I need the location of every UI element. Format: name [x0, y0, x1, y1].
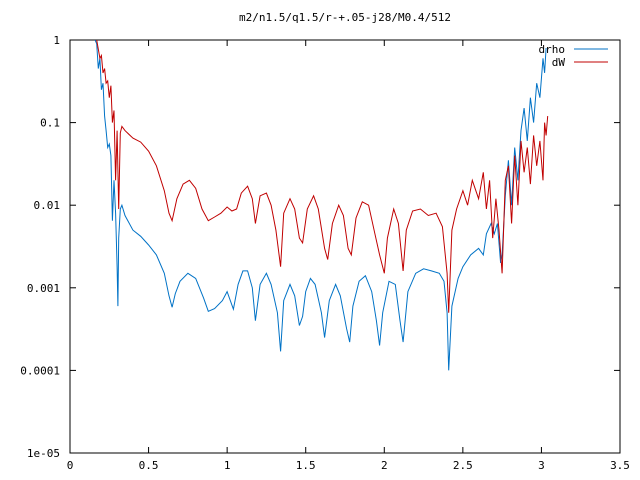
x-tick-label: 0	[67, 459, 74, 472]
series-line-drho	[94, 40, 547, 371]
x-tick-label: 0.5	[139, 459, 159, 472]
x-tick-label: 3.5	[610, 459, 630, 472]
axes-frame	[69, 39, 621, 454]
y-tick-label: 1	[53, 34, 60, 47]
y-tick-label: 0.001	[27, 282, 60, 295]
series-line-dw	[96, 40, 549, 313]
tick-group: 0 0.5 1 1.5 2 2.5 3 3.5 1 0.1 0.01 0.001 0.0001 1e-05	[20, 34, 630, 472]
y-tick-label: 0.1	[40, 117, 60, 130]
series-lines	[94, 40, 549, 371]
legend-label-drho: drho	[539, 43, 566, 56]
legend-label-dw: dW	[552, 56, 566, 69]
x-tick-label: 2	[381, 459, 388, 472]
chart-title: m2/n1.5/q1.5/r-+.05-j28/M0.4/512	[239, 11, 451, 24]
y-tick-label: 1e-05	[27, 447, 60, 460]
x-tick-label: 1	[224, 459, 231, 472]
y-tick-label: 0.01	[34, 199, 61, 212]
x-tick-label: 1.5	[296, 459, 316, 472]
x-tick-label: 2.5	[453, 459, 473, 472]
plot-border	[69, 39, 621, 454]
x-tick-label: 3	[538, 459, 545, 472]
y-tick-label: 0.0001	[20, 364, 60, 377]
